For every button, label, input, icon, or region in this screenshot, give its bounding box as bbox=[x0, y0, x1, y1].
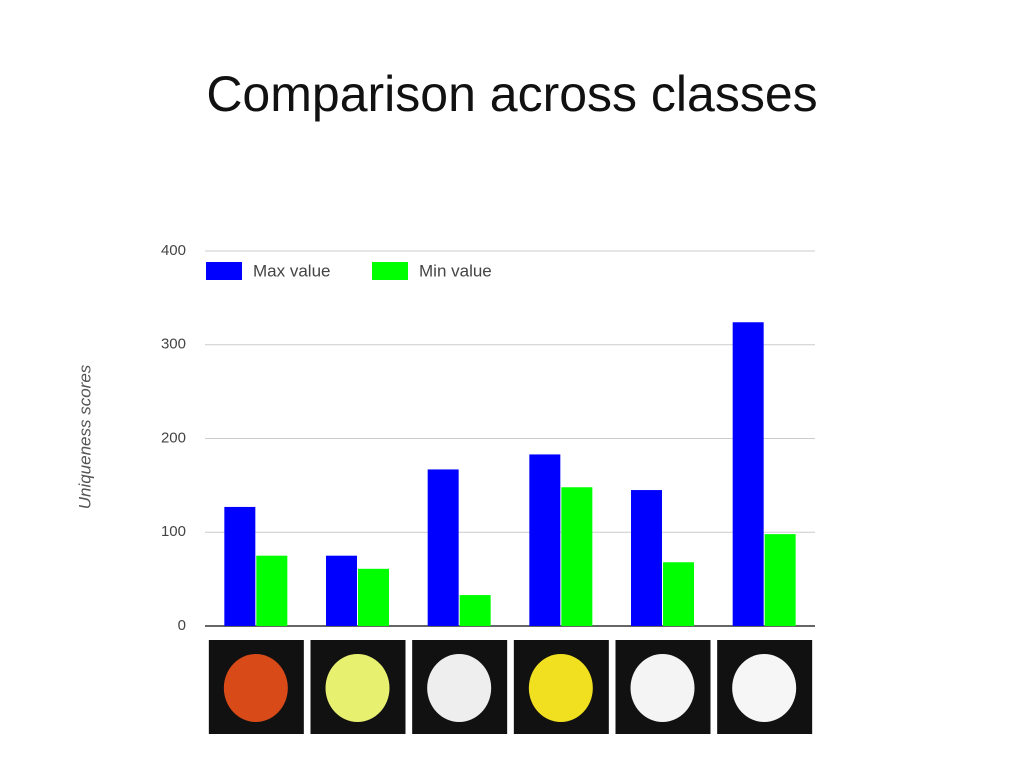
y-axis-label: Uniqueness scores bbox=[75, 364, 94, 509]
legend-swatch bbox=[372, 262, 408, 280]
legend-label: Min value bbox=[419, 261, 492, 280]
class-object bbox=[732, 654, 797, 722]
bar bbox=[326, 555, 357, 626]
bar bbox=[459, 595, 491, 626]
bar bbox=[358, 568, 389, 626]
bar bbox=[427, 469, 459, 626]
class-object bbox=[630, 654, 695, 722]
class-object bbox=[223, 654, 288, 722]
slide-title: Comparison across classes bbox=[206, 66, 817, 122]
y-tick-label: 300 bbox=[161, 336, 186, 353]
y-tick-label: 200 bbox=[161, 429, 186, 446]
bar bbox=[256, 555, 288, 626]
bar bbox=[631, 490, 662, 626]
legend-label: Max value bbox=[253, 261, 330, 280]
bar bbox=[764, 534, 796, 626]
class-object bbox=[325, 654, 390, 722]
bar bbox=[224, 506, 256, 626]
bar bbox=[529, 454, 561, 626]
bar bbox=[663, 562, 694, 626]
bar bbox=[732, 322, 764, 626]
class-object bbox=[528, 654, 593, 722]
y-tick-label: 100 bbox=[161, 523, 186, 540]
legend-swatch bbox=[206, 262, 242, 280]
class-object bbox=[427, 654, 492, 722]
y-tick-label: 400 bbox=[161, 242, 186, 259]
y-tick-label: 0 bbox=[178, 617, 186, 634]
bar bbox=[561, 487, 593, 626]
